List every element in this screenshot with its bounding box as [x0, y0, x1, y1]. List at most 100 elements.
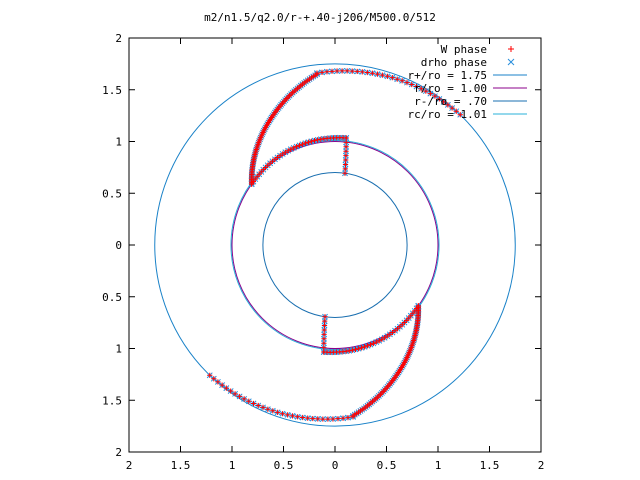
w-point [295, 414, 301, 420]
w-point [219, 382, 225, 388]
w-point [250, 400, 257, 407]
w-point [379, 336, 385, 342]
w-point [352, 346, 359, 353]
w-point [404, 80, 410, 86]
x-tick-label: 1 [435, 459, 442, 472]
w-point [329, 68, 335, 74]
x-tick-label: 0 [332, 459, 339, 472]
w-point [427, 90, 433, 97]
w-point [413, 83, 420, 90]
w-point [305, 139, 312, 145]
w-point [399, 78, 405, 84]
w-point [279, 411, 286, 417]
w-point [453, 108, 459, 114]
reference-circles [154, 63, 516, 427]
w-point [367, 342, 374, 348]
w-point [342, 170, 348, 176]
x-tick-label: 2 [126, 459, 133, 472]
w-point [302, 140, 309, 146]
x-tick-label: 0.5 [274, 459, 294, 472]
w-point [339, 68, 345, 74]
w-point [389, 75, 395, 81]
w-point [255, 402, 261, 409]
w-point [207, 372, 213, 378]
w-point [319, 69, 325, 75]
w-point [441, 99, 447, 105]
w-point [215, 379, 221, 385]
w-point [321, 349, 327, 355]
legend-label: drho phase [421, 56, 487, 69]
w-point [260, 404, 266, 410]
w-point [322, 314, 328, 320]
w-point [358, 345, 365, 351]
w-point [349, 68, 355, 74]
w-point [232, 391, 238, 397]
w-point [315, 416, 321, 422]
w-point [275, 409, 281, 415]
y-tick-label: 1 [115, 136, 122, 149]
w-point [246, 398, 252, 404]
w-point [432, 93, 438, 99]
w-point [335, 416, 341, 422]
w-point [296, 142, 303, 148]
phase-points [206, 67, 464, 423]
w-point [310, 415, 316, 422]
legend-label: r+/ro = 1.75 [408, 69, 487, 82]
legend-label: r-/ro = .70 [414, 95, 487, 108]
w-point [361, 344, 368, 350]
w-point [311, 137, 318, 144]
y-tick-label: 0.5 [102, 291, 122, 304]
w-point [384, 73, 391, 79]
w-point [394, 76, 400, 82]
w-point [409, 81, 415, 88]
w-point [369, 70, 375, 76]
w-point [436, 96, 442, 102]
axis-ticks: 2 1.5 1 0.5 0 0.5 1 1.5 221.510.500.511.52 [102, 32, 544, 472]
w-point [370, 340, 377, 347]
w-point [343, 148, 349, 154]
w-point [280, 151, 286, 157]
w-point [384, 333, 390, 339]
w-point [343, 144, 349, 150]
legend-marker [508, 46, 514, 52]
w-point [308, 138, 315, 144]
w-point [334, 68, 340, 74]
x-tick-label: 1 [229, 459, 236, 472]
w-point [342, 166, 348, 172]
w-point [345, 415, 351, 421]
circle-1_01 [230, 139, 440, 351]
w-point [321, 336, 327, 342]
y-tick-label: 2 [115, 446, 122, 459]
w-point [293, 143, 300, 150]
w-point [241, 396, 247, 402]
w-point [349, 347, 356, 353]
w-point [449, 105, 455, 111]
w-point [237, 393, 243, 400]
w-point [289, 413, 296, 419]
w-point [343, 135, 349, 141]
w-point [343, 152, 349, 159]
w-point [423, 88, 429, 94]
x-tick-label: 2 [538, 459, 545, 472]
w-point [299, 141, 306, 147]
legend-marker [507, 58, 515, 66]
w-point [321, 322, 328, 329]
w-point [228, 388, 234, 394]
w-point [291, 145, 297, 151]
circle-1_75 [154, 63, 516, 427]
w-point [288, 146, 294, 152]
w-point [324, 69, 330, 75]
w-point [330, 416, 336, 422]
w-point [223, 385, 229, 391]
w-point [418, 86, 424, 92]
w-point [359, 69, 365, 75]
w-point [445, 102, 451, 108]
x-tick-label: 1.5 [171, 459, 191, 472]
y-tick-label: 1.5 [102, 394, 122, 407]
w-point [305, 415, 311, 421]
w-point [457, 112, 463, 118]
w-point [343, 139, 349, 145]
y-tick-label: 2 [115, 32, 122, 45]
x-tick-label: 1.5 [480, 459, 500, 472]
